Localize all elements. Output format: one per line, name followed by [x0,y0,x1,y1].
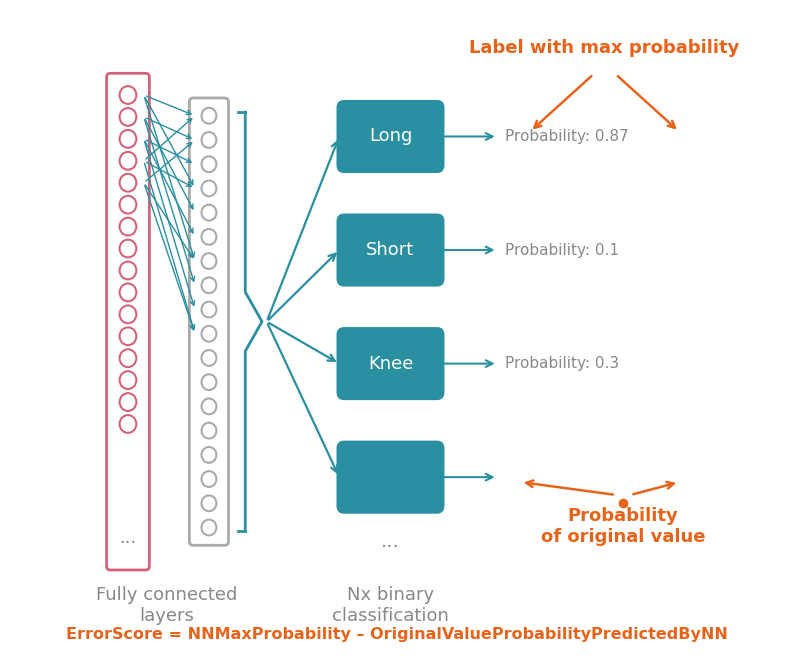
FancyBboxPatch shape [337,327,445,400]
FancyBboxPatch shape [106,73,149,570]
Text: Probability: 0.3: Probability: 0.3 [505,356,619,371]
Text: Probability
of original value: Probability of original value [541,507,705,546]
FancyBboxPatch shape [337,100,445,173]
FancyBboxPatch shape [337,214,445,287]
Text: ErrorScore = NNMaxProbability – OriginalValueProbabilityPredictedByNN: ErrorScore = NNMaxProbability – Original… [66,627,728,642]
Text: Probability: 0.87: Probability: 0.87 [505,129,629,144]
Text: ...: ... [119,529,137,547]
Text: Nx binary
classification: Nx binary classification [332,586,449,625]
Text: Fully connected
layers: Fully connected layers [96,586,237,625]
Text: ...: ... [381,532,400,551]
FancyBboxPatch shape [190,98,229,545]
Text: Probability: 0.1: Probability: 0.1 [505,242,619,258]
Text: Short: Short [366,241,414,259]
Text: Label with max probability: Label with max probability [469,39,740,56]
Text: Knee: Knee [368,355,413,373]
Text: Long: Long [368,127,412,145]
FancyBboxPatch shape [337,441,445,514]
